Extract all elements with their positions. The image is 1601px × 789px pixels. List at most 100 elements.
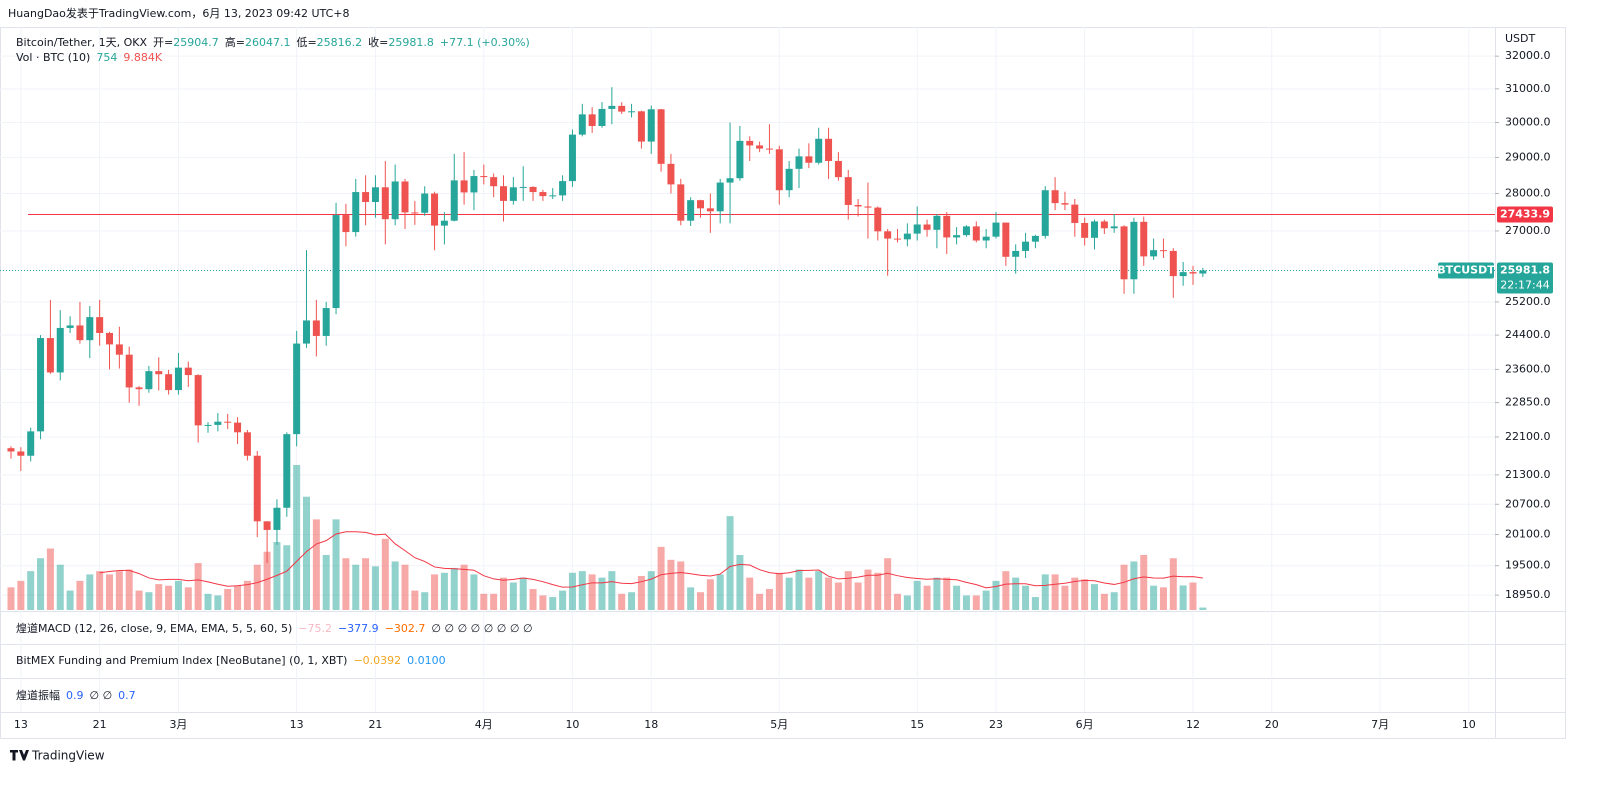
y-tick-label: 28000.0 <box>1505 187 1551 200</box>
candle-body <box>125 354 133 388</box>
volume-bar <box>263 551 271 610</box>
candle-body <box>165 374 173 391</box>
volume-bar <box>283 545 291 610</box>
volume-bar <box>243 580 251 610</box>
indicator-name: BitMEX Funding and Premium Index [NeoBut… <box>16 654 348 667</box>
candle-body <box>844 177 852 205</box>
volume-bar <box>559 590 567 610</box>
volume-bar <box>1041 574 1049 610</box>
volume-bar <box>943 577 951 610</box>
y-tick-label: 20100.0 <box>1505 528 1551 541</box>
candle-body <box>214 421 222 425</box>
candle-body <box>834 160 842 178</box>
x-tick-label: 3月 <box>169 718 187 731</box>
volume-bar <box>825 577 833 610</box>
candle-body <box>283 434 291 508</box>
candle-body <box>450 180 458 221</box>
candle-body <box>411 212 419 214</box>
volume-bar <box>795 569 803 610</box>
candle-body <box>440 220 448 226</box>
candle-body <box>913 224 921 234</box>
volume-bar <box>697 592 704 610</box>
candle-body <box>815 138 823 163</box>
x-tick-label: 4月 <box>475 718 493 731</box>
volume-bar <box>1150 585 1158 610</box>
volume-bar <box>46 548 54 610</box>
candle-body <box>263 521 271 530</box>
candle-body <box>1022 241 1030 251</box>
volume-bar <box>884 558 892 610</box>
candle-body <box>608 105 616 109</box>
legend-main: Bitcoin/Tether, 1天, OKX 开=25904.7 高=26047.… <box>16 34 530 50</box>
volume-bar <box>765 588 773 610</box>
candle-body <box>854 204 862 207</box>
candle-body <box>972 226 980 241</box>
volume-bar <box>1071 577 1079 610</box>
candle-body <box>1012 250 1020 257</box>
candle-body <box>943 215 951 238</box>
volume-bar <box>66 590 74 610</box>
volume-bar <box>657 546 665 610</box>
candle-body <box>37 338 45 432</box>
candle-body <box>657 109 665 164</box>
candle-body <box>1120 226 1128 280</box>
volume-bar <box>322 554 330 610</box>
legend-item-label: 高= <box>224 36 245 49</box>
candle-body <box>726 178 734 183</box>
y-tick-label: 19500.0 <box>1505 559 1551 572</box>
candle-body <box>647 109 655 142</box>
volume-bar <box>854 582 862 610</box>
candle-body <box>224 421 232 423</box>
axis-unit: USDT <box>1505 32 1536 45</box>
volume-bar <box>480 593 488 610</box>
volume-legend-label: Vol · BTC (10) <box>16 51 91 64</box>
volume-bar <box>568 572 576 610</box>
candle-body <box>628 111 636 113</box>
volume-bar <box>332 519 340 610</box>
candle-body <box>618 105 626 112</box>
volume-bar <box>312 519 320 610</box>
volume-bar <box>903 595 911 610</box>
volume-bar <box>391 561 399 610</box>
volume-bar <box>1189 582 1197 610</box>
volume-bar <box>677 561 685 610</box>
volume-bar <box>756 593 764 610</box>
candle-body <box>234 422 242 433</box>
candle-body <box>1150 250 1158 257</box>
y-tick-label: 18950.0 <box>1505 588 1551 601</box>
volume-bar <box>106 574 113 610</box>
volume-bar <box>933 577 941 610</box>
volume-bar <box>1022 585 1030 610</box>
volume-bar <box>982 590 990 610</box>
volume-bar <box>549 597 557 610</box>
candle-body <box>775 149 783 191</box>
x-tick-label: 13 <box>290 718 304 731</box>
last-price-box <box>1497 262 1553 294</box>
volume-bar <box>500 577 507 610</box>
volume-bar <box>1110 592 1118 610</box>
volume-bar <box>303 496 310 610</box>
volume-bar <box>628 592 636 610</box>
volume-bar <box>1169 558 1177 610</box>
candle-body <box>1169 250 1177 277</box>
candle-body <box>716 182 724 212</box>
x-tick-label: 7月 <box>1371 718 1389 731</box>
candle-body <box>884 231 892 239</box>
x-tick-label: 21 <box>368 718 382 731</box>
legend-symbol: Bitcoin/Tether, 1天, OKX <box>16 36 148 49</box>
candle-body <box>391 181 399 220</box>
candle-body <box>894 238 901 240</box>
volume-bar <box>785 577 793 610</box>
volume-bar <box>450 567 458 610</box>
indicator-value: −75.2 <box>298 621 332 635</box>
candle-body <box>746 140 754 146</box>
volume-legend-ma: 9.884K <box>123 51 163 64</box>
candle-body <box>66 325 74 328</box>
candle-body <box>56 327 64 373</box>
volume-bar <box>923 585 931 610</box>
volume-bar <box>293 465 301 610</box>
legend-item: +77.1 (+0.30%) <box>440 36 530 49</box>
volume-bar <box>155 584 163 610</box>
candle-body <box>559 181 567 196</box>
volume-bar <box>460 564 468 610</box>
